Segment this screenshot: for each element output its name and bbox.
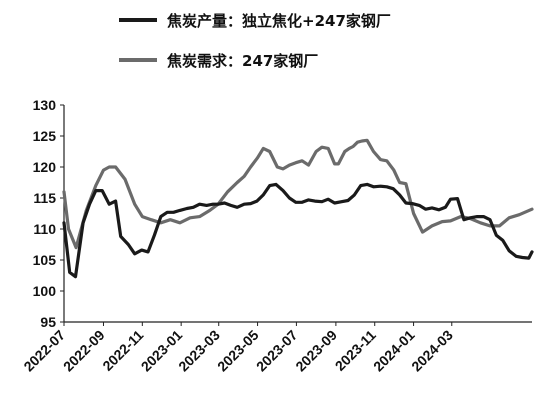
x-tick-label: 2024-03 [408, 327, 456, 375]
series-line-production [62, 182, 534, 279]
y-tick-label: 95 [40, 314, 56, 330]
y-tick-label: 115 [33, 190, 56, 206]
x-tick-label: 2022-09 [60, 327, 108, 375]
y-tick-label: 130 [33, 97, 57, 113]
x-tick-label: 2023-07 [253, 327, 301, 375]
x-tick-label: 2022-11 [99, 327, 146, 374]
series-line-demand [62, 138, 534, 250]
legend-swatch-demand [119, 58, 157, 62]
legend-item-demand: 焦炭需求：247家钢厂 [119, 47, 318, 73]
y-tick-label: 105 [33, 252, 57, 268]
y-tick-label: 125 [33, 128, 57, 144]
x-tick-label: 2022-07 [20, 327, 68, 375]
legend-label-production: 焦炭产量：独立焦化+247家钢厂 [167, 11, 391, 30]
legend-item-production: 焦炭产量：独立焦化+247家钢厂 [119, 7, 391, 33]
x-tick-label: 2023-09 [292, 327, 340, 375]
y-tick-label: 110 [33, 221, 56, 237]
legend-swatch-production [119, 18, 157, 22]
legend-label-demand: 焦炭需求：247家钢厂 [167, 51, 319, 70]
x-tick-label: 2023-11 [332, 327, 379, 374]
x-tick-label: 2023-05 [214, 327, 262, 375]
y-tick-label: 120 [33, 159, 57, 175]
x-tick-label: 2024-01 [370, 327, 418, 375]
x-tick-label: 2023-03 [175, 327, 223, 375]
y-tick-label: 100 [33, 283, 57, 299]
